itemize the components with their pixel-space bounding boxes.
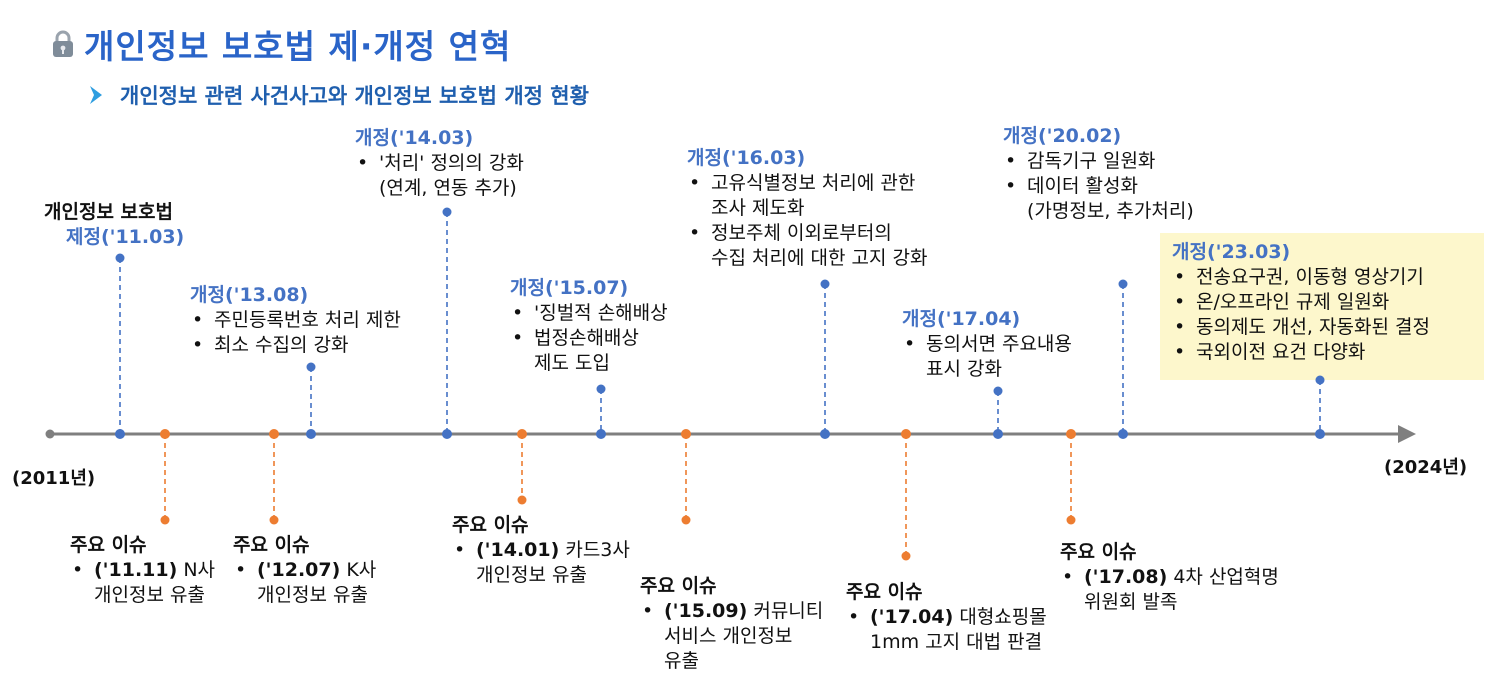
amendment-label: 개정('20.02) 감독기구 일원화 데이터 활성화(가명정보, 추가처리) bbox=[1003, 124, 1194, 224]
amendment-label: 개정('23.03) 전송요구권, 이동형 영상기기 온/오프라인 규제 일원화… bbox=[1172, 240, 1430, 365]
amendment-axis-dot bbox=[596, 429, 606, 439]
axis-start-dot bbox=[45, 429, 55, 439]
start-year-label: (2011년) bbox=[12, 468, 96, 489]
issue-axis-dot bbox=[1066, 429, 1076, 439]
issue-heading: 주요 이슈 bbox=[452, 514, 529, 536]
page-title-wrap: 개인정보 보호법 제·개정 연혁 bbox=[50, 20, 511, 68]
amendment-date: 개정('14.03) bbox=[355, 127, 474, 149]
issue-heading: 주요 이슈 bbox=[1060, 541, 1137, 563]
chevron-right-icon bbox=[90, 86, 102, 104]
amendment-date: 개정('13.08) bbox=[190, 284, 309, 306]
subtitle-wrap: 개인정보 관련 사건사고와 개인정보 보호법 개정 현황 bbox=[88, 80, 589, 110]
amendment-date: 개정('16.03) bbox=[687, 147, 806, 169]
amendment-axis-dot bbox=[306, 429, 316, 439]
amendment-marker bbox=[115, 253, 125, 263]
amendment-marker bbox=[442, 207, 452, 217]
amendment-label: 개정('14.03) '처리' 정의의 강화(연계, 연동 추가) bbox=[355, 126, 524, 201]
issue-marker bbox=[681, 515, 691, 525]
issue-heading: 주요 이슈 bbox=[70, 534, 147, 556]
amendment-date: 제정('11.03) bbox=[66, 226, 185, 248]
amendment-marker bbox=[993, 386, 1003, 396]
list-item: 전송요구권, 이동형 영상기기 bbox=[1172, 265, 1430, 290]
lock-icon bbox=[53, 30, 73, 57]
amendment-axis-dot bbox=[115, 429, 125, 439]
amendment-marker bbox=[1118, 279, 1128, 289]
amendment-marker bbox=[1315, 375, 1325, 385]
list-item: 온/오프라인 규제 일원화 bbox=[1172, 290, 1430, 315]
amendment-axis-dot bbox=[1118, 429, 1128, 439]
amendment-axis-dot bbox=[442, 429, 452, 439]
list-item: 최소 수집의 강화 bbox=[190, 333, 401, 358]
issue-axis-dot bbox=[681, 429, 691, 439]
amendment-date: 개정('15.07) bbox=[510, 277, 629, 299]
issue-marker bbox=[160, 515, 170, 525]
amendment-label: 개인정보 보호법 제정('11.03) bbox=[44, 200, 184, 250]
list-item: '징벌적 손해배상 bbox=[510, 301, 668, 326]
amendment-label: 개정('13.08) 주민등록번호 처리 제한 최소 수집의 강화 bbox=[190, 283, 401, 358]
subtitle: 개인정보 관련 사건사고와 개인정보 보호법 개정 현황 bbox=[120, 84, 589, 108]
amendment-date: 개정('20.02) bbox=[1003, 125, 1122, 147]
issue-marker bbox=[1066, 515, 1076, 525]
amendment-marker bbox=[306, 362, 316, 372]
issue-heading: 주요 이슈 bbox=[640, 575, 717, 597]
issue-axis-dot bbox=[517, 429, 527, 439]
amendment-marker bbox=[820, 279, 830, 289]
list-item: 국외이전 요건 다양화 bbox=[1172, 340, 1430, 365]
amendment-date: 개정('17.04) bbox=[902, 308, 1021, 330]
list-item: 주민등록번호 처리 제한 bbox=[190, 308, 401, 333]
amendment-date: 개정('23.03) bbox=[1172, 241, 1291, 263]
issue-marker bbox=[269, 515, 279, 525]
axis-arrow bbox=[1398, 425, 1416, 443]
issue-heading: 주요 이슈 bbox=[233, 534, 310, 556]
issue-marker bbox=[517, 495, 527, 505]
amendment-axis-dot bbox=[1315, 429, 1325, 439]
list-item: 동의제도 개선, 자동화된 결정 bbox=[1172, 315, 1430, 340]
issue-axis-dot bbox=[901, 429, 911, 439]
list-item: 데이터 활성화(가명정보, 추가처리) bbox=[1003, 174, 1194, 224]
issue-marker bbox=[901, 551, 911, 561]
issue-axis-dot bbox=[160, 429, 170, 439]
amendment-axis-dot bbox=[993, 429, 1003, 439]
amendment-marker bbox=[596, 384, 606, 394]
amendment-axis-dot bbox=[820, 429, 830, 439]
end-year-label: (2024년) bbox=[1384, 457, 1468, 478]
issue-axis-dot bbox=[269, 429, 279, 439]
amendment-law-name: 개인정보 보호법 bbox=[44, 201, 173, 223]
list-item: '처리' 정의의 강화(연계, 연동 추가) bbox=[355, 151, 524, 201]
page-title: 개인정보 보호법 제·개정 연혁 bbox=[84, 27, 512, 66]
issue-heading: 주요 이슈 bbox=[846, 581, 923, 603]
list-item: 감독기구 일원화 bbox=[1003, 149, 1194, 174]
